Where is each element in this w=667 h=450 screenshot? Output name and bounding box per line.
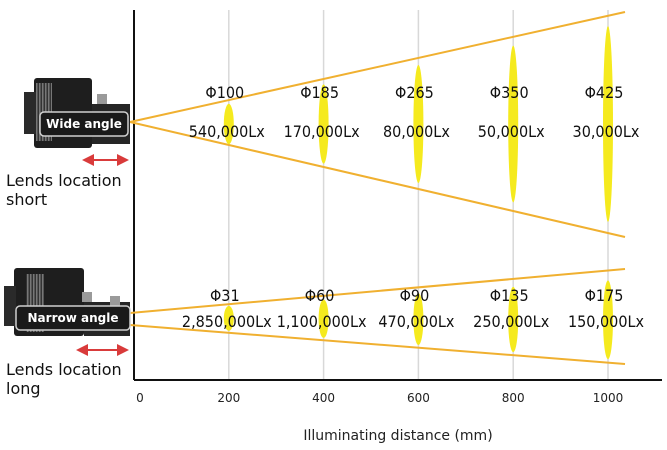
x-tick-label: 400 [312,391,335,405]
x-tick-label: 0 [136,391,144,405]
wide-lux-label: 50,000Lx [478,122,545,141]
narrow-angle-badge-text: Narrow angle [28,311,119,325]
narrow-spot [413,293,424,345]
wide-lux-label: 540,000Lx [189,122,266,141]
wide-spots [223,26,613,222]
narrow-spot [318,299,329,338]
narrow-lux-label: 1,100,000Lx [277,312,367,331]
narrow-spots [223,280,613,360]
narrow-lux-label: 470,000Lx [378,312,455,331]
wide-spot [413,65,424,183]
x-axis-title: Illuminating distance (mm) [303,428,492,444]
narrow-location-sub: long [6,379,41,398]
wide-spot [223,103,234,145]
wide-lux-label: 80,000Lx [383,122,450,141]
narrow-angle-badge [15,305,131,331]
projector-knob [97,94,107,104]
narrow-lux-label: 150,000Lx [568,312,645,331]
wide-projector: Wide angle [24,78,130,148]
x-tick-label: 200 [217,391,240,405]
narrow-spot [508,286,519,353]
narrow-diameter-label: Φ175 [585,286,624,305]
wide-spot [603,26,613,222]
narrow-spot [223,305,234,331]
narrow-lux-label: 250,000Lx [473,312,550,331]
wide-lux-label: 170,000Lx [284,122,361,141]
narrow-location-label: Lends location [6,360,122,379]
wide-diameter-label: Φ100 [205,83,244,102]
wide-lux-label: 30,000Lx [573,122,640,141]
wide-beam [129,11,626,238]
narrow-projector: Narrow angle [4,268,131,336]
narrow-diameter-label: Φ31 [210,286,240,305]
wide-angle-badge [39,111,129,137]
x-tick-label: 800 [502,391,525,405]
x-axis-ticks: 0 200 400 600 800 1000 [136,391,623,405]
wide-diameter-label: Φ425 [585,83,624,102]
wide-diameter-label: Φ350 [490,83,529,102]
narrow-diameter-label: Φ90 [400,286,430,305]
x-tick-label: 600 [407,391,430,405]
narrow-beam [129,268,626,365]
wide-labels: Φ100 540,000Lx Φ185 170,000Lx Φ265 80,000Lx Φ3… [189,83,640,141]
wide-diameter-label: Φ185 [300,83,339,102]
wide-location-sub: short [6,190,47,209]
narrow-lux-label: 2,850,000Lx [182,312,272,331]
x-tick-label: 1000 [593,391,624,405]
wide-diameter-label: Φ265 [395,83,434,102]
wide-spot [508,45,519,203]
narrow-spot [603,280,613,360]
narrow-diameter-label: Φ135 [490,286,529,305]
narrow-diameter-label: Φ60 [305,286,335,305]
wide-spot [318,84,329,164]
wide-location-label: Lends location [6,171,122,190]
wide-angle-badge-text: Wide angle [46,117,122,131]
narrow-labels: Φ31 2,850,000Lx Φ60 1,100,000Lx Φ90 470,000Lx… [182,286,645,331]
projector-knob [82,292,92,302]
